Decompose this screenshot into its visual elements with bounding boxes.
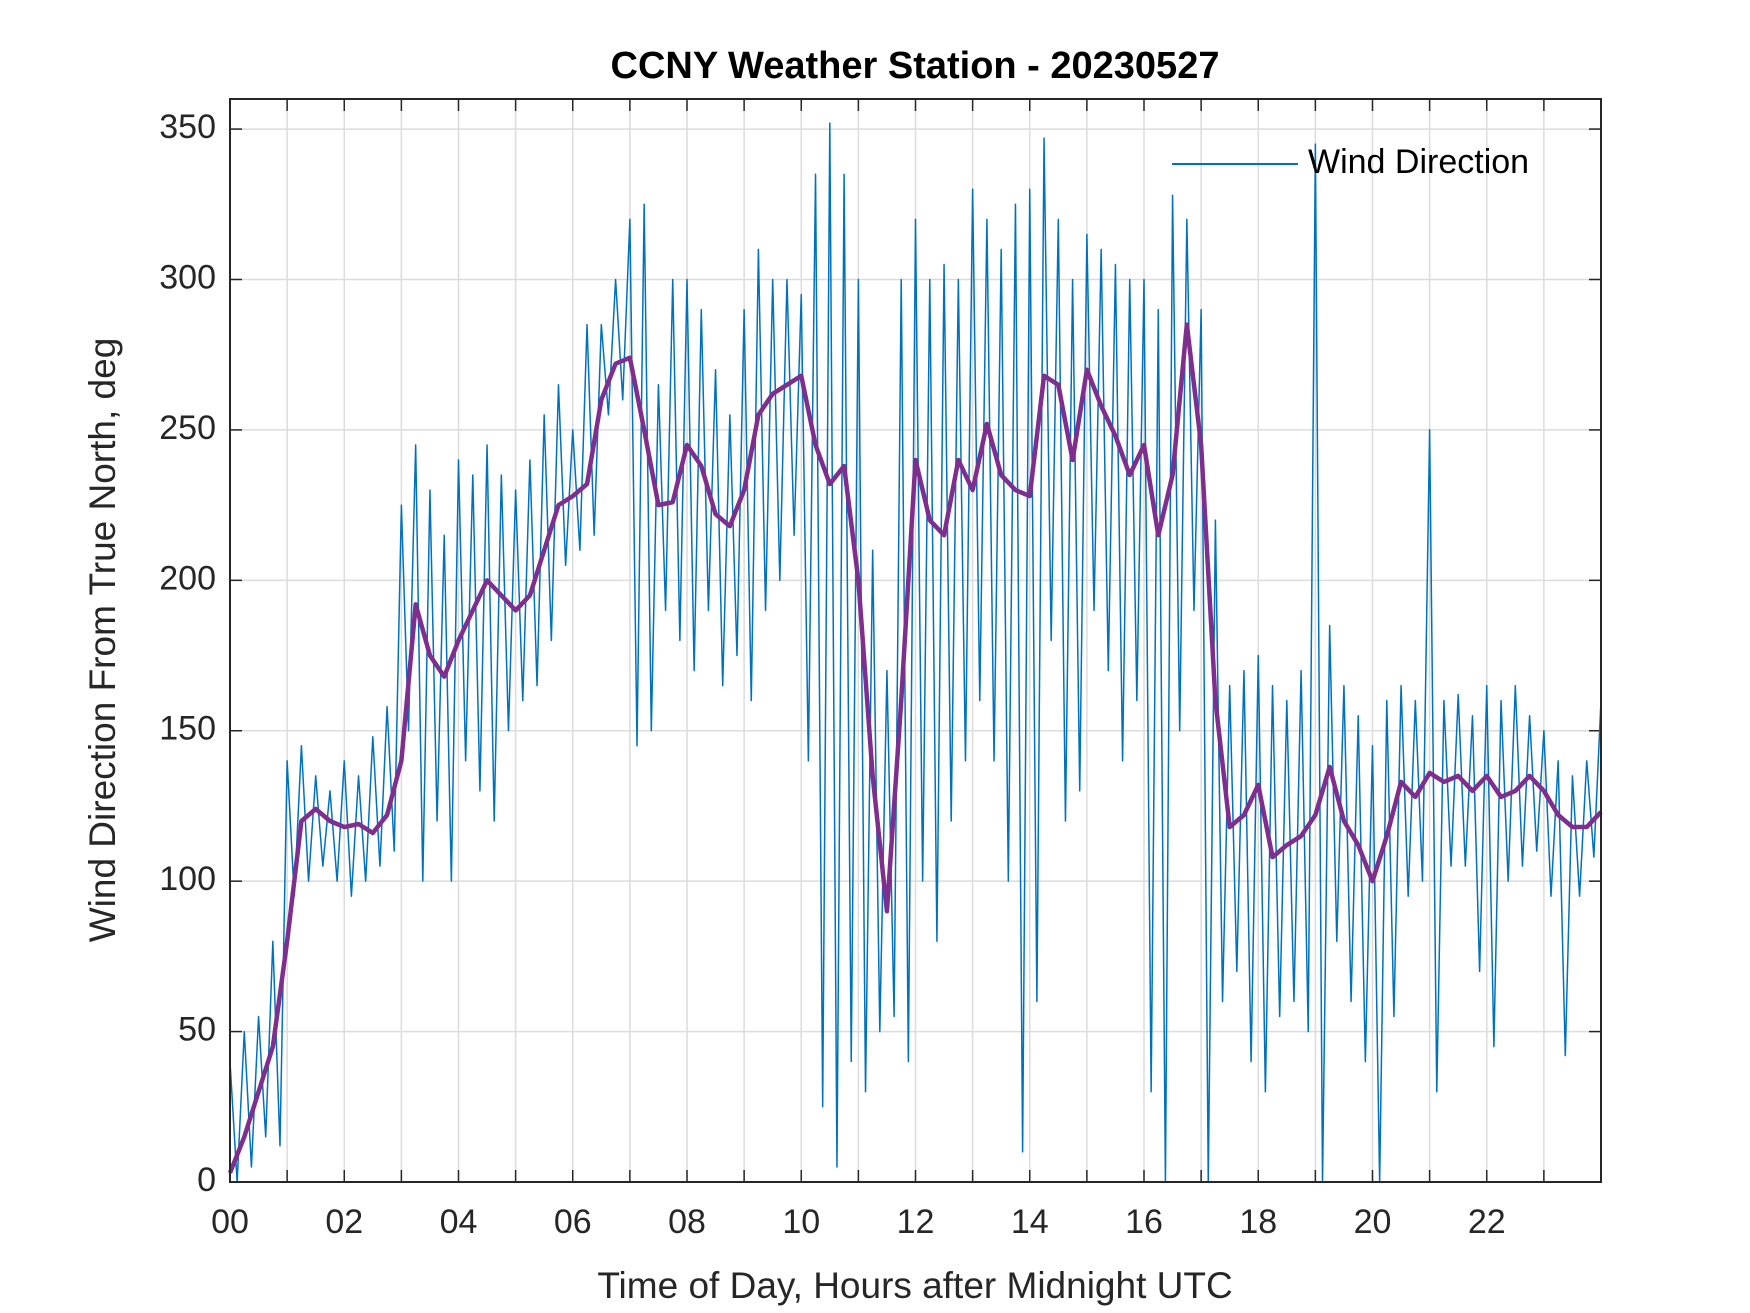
y-tick-label: 0 [197, 1161, 216, 1199]
x-tick-label: 10 [782, 1203, 820, 1241]
data-line [229, 122, 1602, 1183]
smoothed-line [227, 322, 1603, 1174]
axes-box [229, 98, 1602, 1183]
x-axis-label: Time of Day, Hours after Midnight UTC [597, 1265, 1232, 1306]
x-tick-label: 04 [440, 1203, 478, 1241]
x-tick-label: 20 [1354, 1203, 1392, 1241]
y-axis-label: Wind Direction From True North, deg [82, 338, 123, 943]
y-tick-label: 150 [159, 710, 216, 748]
x-tick-label: 00 [211, 1203, 249, 1241]
x-tick-label: 08 [668, 1203, 706, 1241]
y-tick-label: 350 [159, 108, 216, 146]
x-tick-label: 02 [325, 1203, 363, 1241]
x-tick-label: 22 [1468, 1203, 1506, 1241]
plot-area [227, 122, 1603, 1183]
x-tick-label: 06 [554, 1203, 592, 1241]
grid: 0 50 100 150 200 250 300 350 00 02 04 06 08 10 12 14 16 1… [159, 99, 1601, 1241]
y-tick-label: 300 [159, 258, 216, 296]
y-tick-label: 50 [178, 1011, 216, 1049]
y-tick-label: 250 [159, 409, 216, 447]
y-tick-label: 200 [159, 559, 216, 597]
legend: Wind Direction [1172, 143, 1529, 181]
legend-label: Wind Direction [1308, 143, 1529, 181]
x-tick-label: 14 [1011, 1203, 1049, 1241]
x-tick-label: 12 [897, 1203, 935, 1241]
chart-title: CCNY Weather Station - 20230527 [611, 45, 1220, 87]
y-tick-label: 100 [159, 860, 216, 898]
x-tick-label: 18 [1239, 1203, 1277, 1241]
x-tick-label: 16 [1125, 1203, 1163, 1241]
